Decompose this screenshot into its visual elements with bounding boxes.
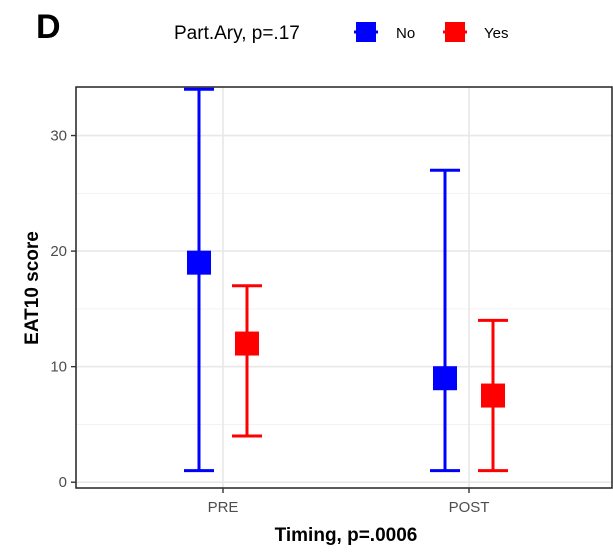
point-marker-no-pre [187,250,211,275]
legend: Part.Ary, p=.17 No Yes [174,22,508,44]
legend-item-no: No [354,22,415,42]
y-tick-label: 10 [50,359,67,376]
legend-label: No [396,25,415,42]
y-axis-title: EAT10 score [22,231,43,345]
x-tick-label: PRE [208,499,239,516]
errorbar-no-post [430,168,460,473]
plot-area: 0 10 20 30 PRE POST [50,86,613,516]
point-marker-yes-pre [235,331,259,356]
point-marker-yes-post [481,383,505,408]
errorbar-yes-post [478,318,508,473]
panel-label: D [36,8,61,46]
y-tick-label: 30 [50,128,67,145]
legend-key-marker [445,22,465,42]
errorbar-yes-pre [232,284,262,438]
x-tick-label: POST [449,499,490,516]
y-tick-label: 20 [50,243,67,260]
y-tick-label: 0 [59,474,67,491]
legend-title: Part.Ary, p=.17 [174,23,300,44]
legend-label: Yes [484,25,508,42]
errorbar-no-pre [184,87,214,473]
legend-key-marker [356,22,376,42]
legend-item-yes: Yes [443,22,508,42]
x-axis-title: Timing, p=.0006 [275,525,418,546]
panel-border [75,86,613,489]
point-marker-no-post [433,366,457,391]
